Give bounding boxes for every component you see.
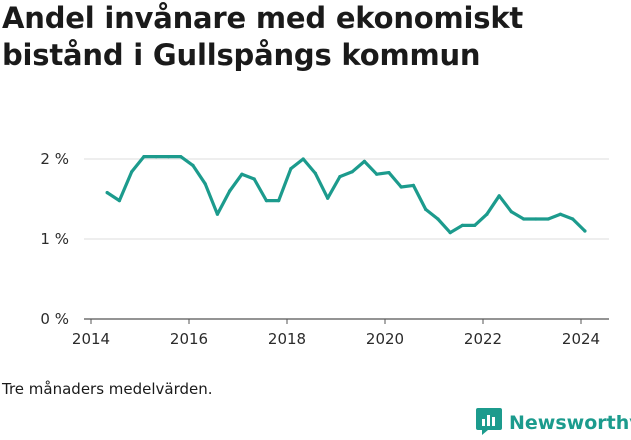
x-tick-label: 2024: [562, 330, 600, 348]
data-point: [252, 177, 256, 181]
x-tick-label: 2014: [72, 330, 110, 348]
x-tick-label: 2022: [464, 330, 502, 348]
x-tick-label: 2020: [366, 330, 404, 348]
data-point: [154, 155, 158, 159]
y-tick-label: 1 %: [40, 230, 69, 248]
data-point: [522, 217, 526, 221]
data-point: [485, 212, 489, 216]
data-point: [571, 217, 575, 221]
data-point: [289, 167, 293, 171]
series-line: [105, 155, 587, 235]
data-point: [497, 194, 501, 198]
data-point: [105, 191, 109, 195]
data-point: [362, 159, 367, 163]
data-point: [117, 199, 122, 203]
chart-title: Andel invånare med ekonomiskt bistånd i …: [2, 1, 524, 72]
data-point: [203, 182, 207, 186]
data-point: [313, 171, 318, 175]
data-point: [448, 231, 452, 235]
data-point: [473, 223, 477, 227]
footnote: Tre månaders medelvärden.: [2, 380, 213, 398]
data-point: [460, 223, 465, 227]
data-point: [399, 185, 403, 189]
data-point: [424, 207, 428, 211]
data-point: [301, 157, 305, 161]
data-point: [215, 212, 220, 216]
series-layer: [105, 155, 587, 235]
data-point: [546, 217, 550, 221]
data-point: [326, 196, 330, 200]
data-point: [350, 170, 354, 174]
y-tick-label: 2 %: [40, 150, 69, 168]
x-tick-label: 2018: [268, 330, 306, 348]
data-point: [179, 155, 183, 159]
data-point: [509, 210, 514, 214]
data-point: [142, 155, 146, 159]
grid-lines: [84, 158, 609, 320]
brand-name: Newsworthy: [509, 412, 631, 434]
y-tick-label: 0 %: [40, 310, 69, 328]
data-point: [264, 199, 269, 203]
data-point: [228, 189, 232, 193]
data-point: [240, 172, 244, 176]
data-point: [387, 171, 391, 175]
data-point: [436, 217, 440, 221]
y-axis-ticks: 0 % 1 % 2 %: [40, 150, 69, 328]
data-point: [534, 217, 538, 221]
data-point: [277, 199, 281, 203]
bar-chart-logo-icon: [476, 406, 502, 440]
data-point: [375, 172, 379, 176]
data-point: [191, 163, 195, 167]
data-point: [583, 229, 587, 233]
x-axis-ticks: 2014 2016 2018 2020 2022 2024: [72, 319, 600, 348]
data-point: [411, 183, 416, 187]
data-point: [166, 155, 171, 159]
newsworthy-logo[interactable]: Newsworthy: [476, 407, 631, 439]
data-point: [558, 212, 563, 216]
data-point: [338, 175, 342, 179]
x-tick-label: 2016: [170, 330, 208, 348]
data-point: [130, 170, 134, 174]
